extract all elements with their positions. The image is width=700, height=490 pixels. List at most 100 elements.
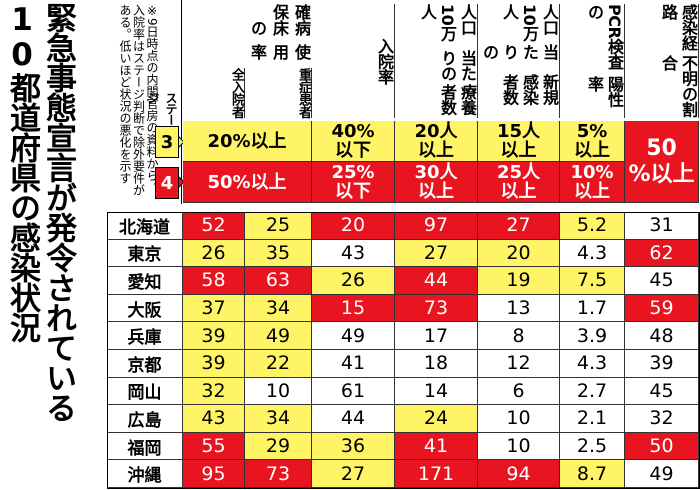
stage-criterion-line: 以下: [335, 140, 371, 161]
data-cell: 43: [312, 239, 395, 268]
row-name: 大阪: [107, 294, 183, 323]
data-cell: 27: [478, 212, 560, 240]
stage-criterion-line: 10%: [570, 162, 614, 183]
stage-criterion: 25人 以上: [478, 162, 560, 203]
stage-criterion-line: 20人: [414, 121, 458, 142]
data-cell: 63: [245, 267, 312, 295]
data-cell: 37: [183, 294, 245, 323]
stage-criterion: 10% 以上: [560, 162, 625, 203]
data-cell: 13: [478, 294, 560, 323]
data-cell: 43: [183, 405, 245, 433]
stage-criterion-line: 50%以上: [207, 171, 287, 193]
data-cell: 25: [245, 212, 312, 240]
column-header-line: 院者: [229, 93, 244, 118]
stage-criterion-line: 以上: [418, 140, 454, 161]
data-cell: 41: [395, 432, 478, 461]
stage-criterion: 40% 以下: [312, 121, 395, 162]
data-cell: 8.7: [560, 460, 625, 488]
data-cell: 34: [245, 294, 312, 323]
column-header-line: 全入: [229, 68, 244, 93]
data-cell: 39: [183, 350, 245, 378]
column-header: 人口10万人当たりの新規感染者数: [478, 4, 560, 118]
stage-label: ステージ: [146, 92, 178, 125]
data-cell: 59: [625, 294, 699, 323]
data-cell: 20: [312, 212, 395, 240]
stage-criterion-line: 30人: [414, 162, 458, 183]
row-name: 北海道: [107, 212, 183, 240]
data-cell: 41: [312, 350, 395, 378]
column-header-line: 陽性率: [585, 76, 624, 108]
stage-criterion: 15人 以上: [478, 121, 560, 162]
column-header: 全入 院者: [183, 68, 245, 118]
row-name: 岡山: [107, 377, 183, 406]
data-cell: 94: [478, 460, 560, 488]
column-header-line: 感染経路: [659, 4, 698, 51]
data-cell: 32: [625, 405, 699, 433]
header-frame: [181, 0, 700, 204]
data-cell: 49: [312, 322, 395, 350]
data-cell: 7.5: [560, 267, 625, 295]
data-cell: 27: [312, 460, 395, 488]
data-cell: 35: [245, 239, 312, 268]
data-cell: 5.2: [560, 212, 625, 240]
data-cell: 62: [625, 239, 699, 268]
title: 緊急事態宣言が発令されている 10都道府県の感染状況: [0, 2, 76, 488]
row-name: 東京: [107, 239, 183, 268]
data-cell: 58: [183, 267, 245, 295]
data-cell: 73: [245, 460, 312, 488]
column-header-line: 人口10万人: [418, 4, 477, 41]
column-header: 重症 患者: [245, 68, 312, 118]
column-header: 人口10万人 当たりの 療養者数: [395, 4, 478, 118]
data-cell: 10: [478, 405, 560, 433]
column-header-line: PCR検査の: [585, 4, 624, 70]
data-cell: 52: [183, 212, 245, 240]
stage-criterion-line: 以下: [335, 181, 371, 202]
column-header-line: 当たりの: [480, 43, 559, 60]
column-header-line: 新規感染者数: [500, 73, 559, 105]
column-header-line: 患者: [296, 93, 311, 118]
data-cell: 29: [245, 432, 312, 461]
data-cell: 95: [183, 460, 245, 488]
row-name: 兵庫: [107, 322, 183, 350]
stage-marker: 4: [155, 167, 179, 199]
column-header-line: 入院率: [375, 37, 394, 85]
stage-criterion: 50%以上: [625, 121, 699, 203]
data-cell: 36: [312, 432, 395, 461]
data-cell: 32: [183, 377, 245, 406]
group-header: 確保 病床の 使用率: [183, 4, 312, 68]
stage-criterion: 25% 以下: [312, 162, 395, 203]
data-cell: 171: [395, 460, 478, 488]
column-header-line: 人口10万人: [500, 4, 559, 41]
data-cell: 15: [312, 294, 395, 323]
data-cell: 48: [625, 322, 699, 350]
data-cell: 12: [478, 350, 560, 378]
stage-criterion-line: 25人: [496, 162, 541, 183]
stage-criterion: 20%以上: [183, 121, 312, 162]
data-cell: 6: [478, 377, 560, 406]
data-cell: 2.7: [560, 377, 625, 406]
data-cell: 4.3: [560, 350, 625, 378]
data-cell: 3.9: [560, 322, 625, 350]
stage-criterion-line: 15人: [496, 121, 541, 142]
column-header: PCR検査の陽性率: [560, 4, 625, 118]
column-header-line: 療養者数: [438, 83, 477, 115]
stage-criterion-line: 25%: [331, 162, 375, 183]
group-header-line: 確保: [270, 4, 311, 20]
column-header: 入院率: [312, 4, 395, 118]
data-cell: 31: [625, 212, 699, 240]
stage-criterion: 50%以上: [183, 162, 312, 203]
stage-marker: 3: [155, 126, 179, 158]
title-line: 緊急事態宣言が発令されている: [40, 2, 76, 422]
data-cell: 24: [395, 405, 478, 433]
stage-criterion-line: 5%: [576, 121, 608, 142]
group-header-line: 病床の: [248, 20, 311, 36]
row-name: 京都: [107, 350, 183, 378]
stage-criterion-line: 以上: [574, 181, 610, 202]
data-cell: 10: [245, 377, 312, 406]
stage-criterion-line: 50: [646, 135, 677, 161]
data-cell: 61: [312, 377, 395, 406]
stage-criterion-line: 20%以上: [207, 130, 287, 152]
data-cell: 2.1: [560, 405, 625, 433]
column-header: 感染経路 不明の割合: [625, 4, 699, 118]
data-cell: 39: [183, 322, 245, 350]
